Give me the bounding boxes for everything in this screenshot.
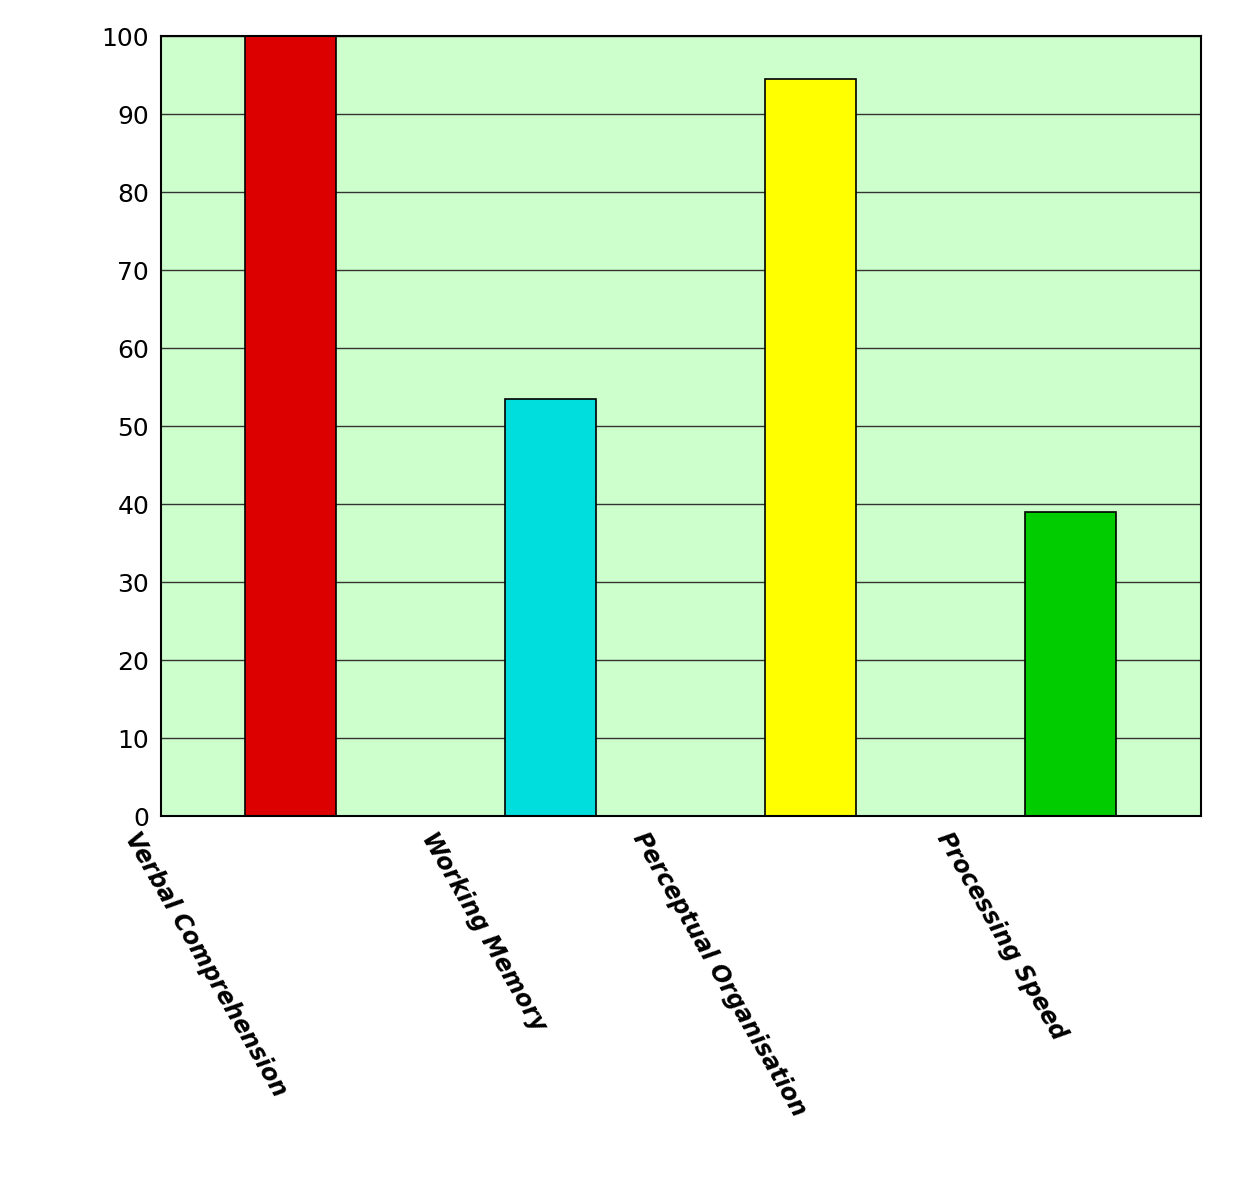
Bar — [245, 36, 337, 816]
Bar — [1025, 511, 1117, 816]
Bar — [505, 398, 597, 816]
Bar — [765, 79, 857, 816]
